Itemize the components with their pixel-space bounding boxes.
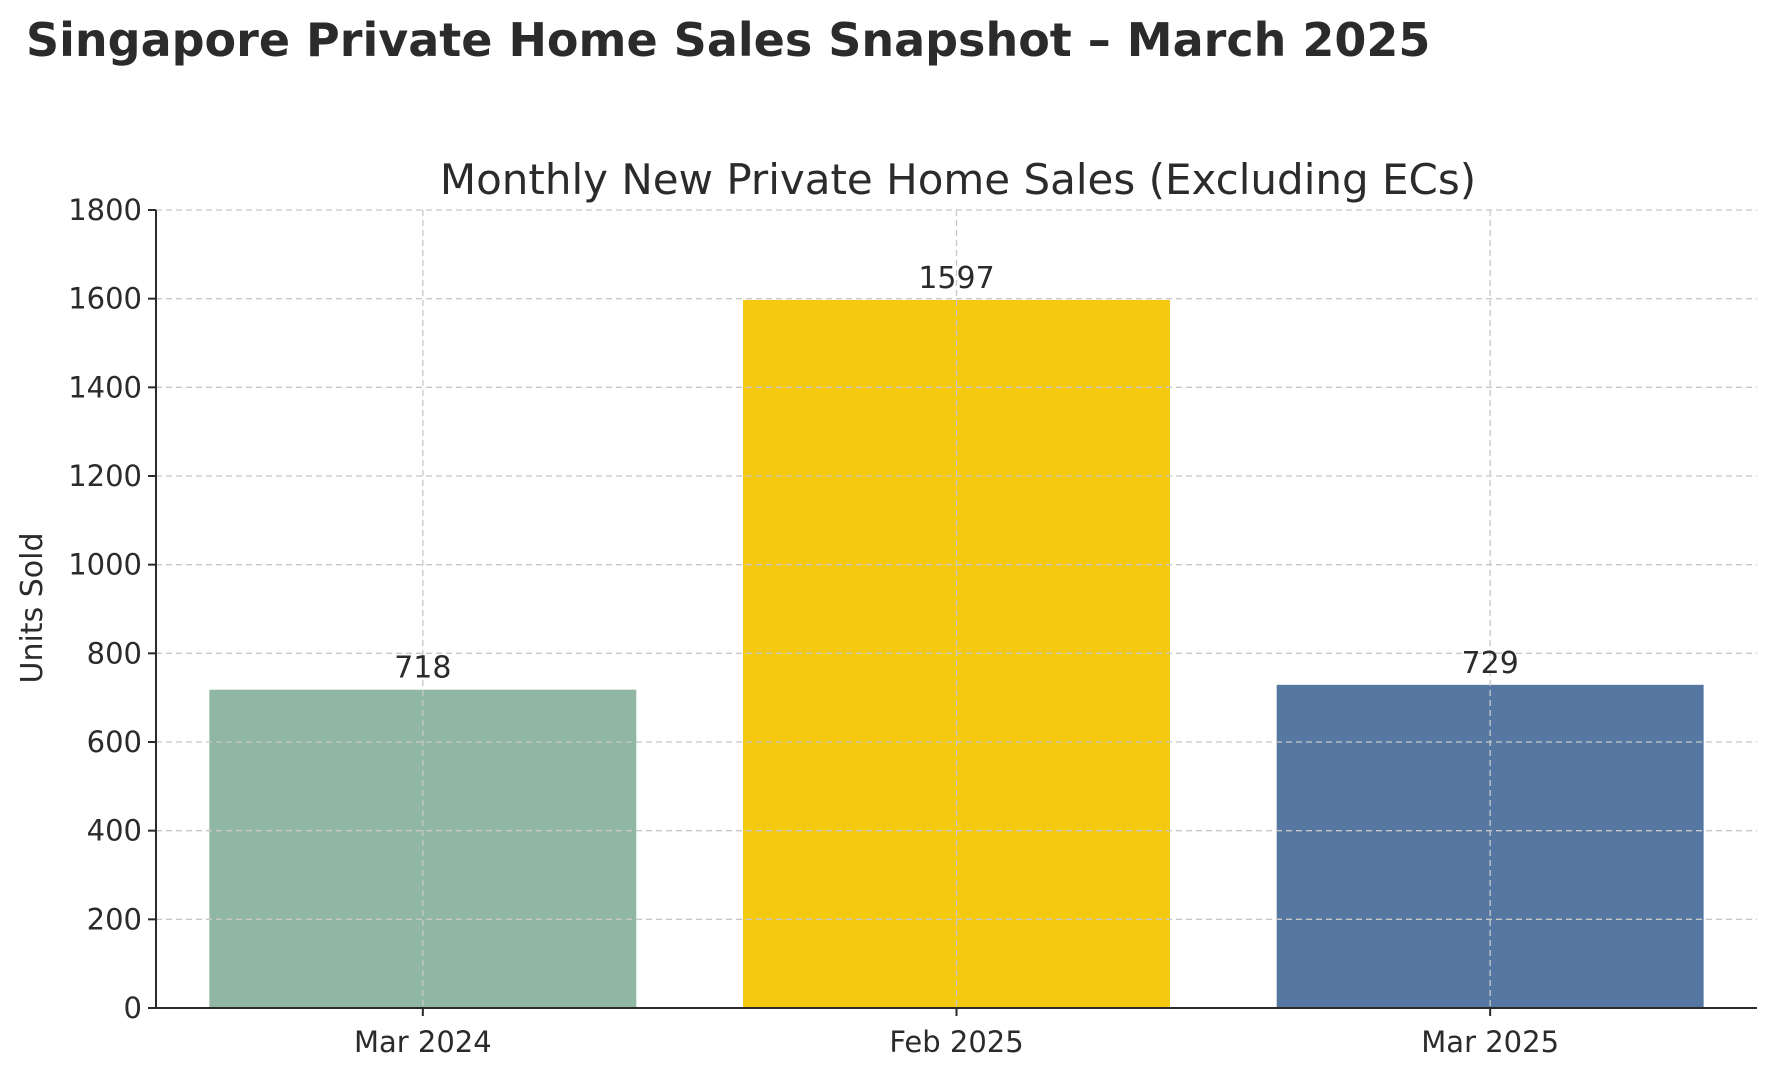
grid-lines [156,209,1757,1009]
x-tick-label-1: Feb 2025 [889,1025,1023,1059]
y-tick-label-1: 200 [87,902,142,936]
y-tick-label-8: 1600 [68,282,142,316]
page-title: Singapore Private Home Sales Snapshot – … [26,13,1430,67]
y-tick-label-6: 1200 [68,459,142,493]
y-tick-label-5: 1000 [68,548,142,582]
data-label-0: 718 [394,651,451,686]
x-tick-label-0: Mar 2024 [354,1025,492,1059]
y-tick-label-9: 1800 [68,193,142,227]
y-tick-label-0: 0 [124,991,142,1025]
y-tick-label-7: 1400 [68,370,142,404]
y-tick-label-3: 600 [87,725,142,759]
data-label-1: 1597 [918,261,994,296]
data-label-2: 729 [1462,646,1519,681]
y-axis-label: Units Sold [15,532,50,683]
x-tick-label-2: Mar 2025 [1421,1025,1559,1059]
chart-title: Monthly New Private Home Sales (Excludin… [440,155,1476,204]
axes: 0 200 400 600 800 1000 1200 1400 1600 1800 Mar 202… [68,193,1757,1059]
data-labels: 718 1597 729 [394,261,1519,686]
y-tick-label-2: 400 [87,814,142,848]
y-tick-label-4: 800 [87,636,142,670]
